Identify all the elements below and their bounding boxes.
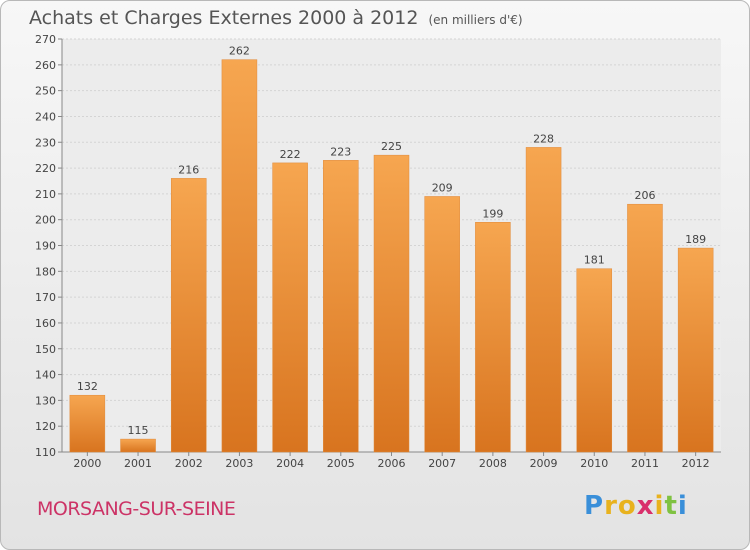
logo-letter: P bbox=[584, 491, 605, 521]
data-label: 206 bbox=[634, 189, 655, 202]
x-tick-label: 2007 bbox=[428, 457, 456, 470]
bar bbox=[475, 222, 511, 453]
bar bbox=[373, 154, 410, 453]
data-label: 181 bbox=[584, 254, 605, 267]
data-label: 115 bbox=[128, 424, 149, 437]
x-tick-label: 2006 bbox=[378, 457, 406, 470]
data-label: 209 bbox=[432, 181, 453, 194]
bar bbox=[323, 160, 359, 453]
bar bbox=[677, 247, 714, 453]
logo-letter: i bbox=[677, 491, 688, 521]
x-tick-label: 2002 bbox=[175, 457, 203, 470]
logo-letter: i bbox=[654, 491, 665, 521]
logo-letter: x bbox=[636, 491, 655, 521]
x-tick-label: 2000 bbox=[73, 457, 101, 470]
y-tick-label: 270 bbox=[35, 33, 56, 46]
proxiti-logo: Proxiti bbox=[584, 491, 688, 521]
x-tick-label: 2011 bbox=[631, 457, 659, 470]
bar bbox=[576, 268, 613, 453]
x-tick-label: 2003 bbox=[225, 457, 253, 470]
unit-text: (en milliers d'€) bbox=[428, 13, 523, 27]
data-label: 225 bbox=[381, 140, 402, 153]
y-tick-label: 250 bbox=[35, 85, 56, 98]
logo-letter: o bbox=[617, 491, 637, 521]
x-tick-label: 2012 bbox=[682, 457, 710, 470]
y-tick-label: 210 bbox=[35, 188, 56, 201]
x-tick-label: 2001 bbox=[124, 457, 152, 470]
bar bbox=[120, 438, 156, 453]
x-tick-label: 2009 bbox=[530, 457, 558, 470]
x-tick-label: 2005 bbox=[327, 457, 355, 470]
title-text: Achats et Charges Externes 2000 à 2012 bbox=[29, 7, 419, 29]
data-label: 262 bbox=[229, 45, 250, 58]
chart-title: Achats et Charges Externes 2000 à 2012 (e… bbox=[29, 7, 523, 29]
logo-letter: r bbox=[604, 491, 618, 521]
x-tick-label: 2010 bbox=[580, 457, 608, 470]
data-label: 216 bbox=[178, 163, 199, 176]
bar bbox=[627, 203, 663, 453]
data-label: 132 bbox=[77, 380, 98, 393]
y-tick-label: 200 bbox=[35, 214, 56, 227]
x-tick-label: 2008 bbox=[479, 457, 507, 470]
data-label: 228 bbox=[533, 132, 554, 145]
data-label: 222 bbox=[280, 148, 301, 161]
bar bbox=[272, 162, 308, 453]
y-tick-label: 120 bbox=[35, 420, 56, 433]
y-tick-label: 230 bbox=[35, 136, 56, 149]
y-tick-label: 110 bbox=[35, 446, 56, 459]
logo-letter: t bbox=[664, 491, 678, 521]
bar bbox=[424, 196, 460, 453]
data-label: 223 bbox=[330, 145, 351, 158]
y-tick-label: 260 bbox=[35, 59, 56, 72]
bar bbox=[170, 178, 207, 453]
data-label: 199 bbox=[482, 207, 503, 220]
y-tick-label: 130 bbox=[35, 394, 56, 407]
y-tick-label: 170 bbox=[35, 291, 56, 304]
y-tick-label: 140 bbox=[35, 369, 56, 382]
city-name: MORSANG-SUR-SEINE bbox=[37, 498, 236, 520]
y-tick-label: 240 bbox=[35, 110, 56, 123]
y-tick-label: 160 bbox=[35, 317, 56, 330]
y-tick-label: 150 bbox=[35, 343, 56, 356]
bar bbox=[221, 59, 258, 453]
bar bbox=[69, 394, 106, 453]
y-tick-label: 220 bbox=[35, 162, 56, 175]
data-label: 189 bbox=[685, 233, 706, 246]
y-tick-label: 180 bbox=[35, 265, 56, 278]
y-tick-label: 190 bbox=[35, 240, 56, 253]
x-tick-label: 2004 bbox=[276, 457, 304, 470]
bar bbox=[525, 147, 562, 453]
